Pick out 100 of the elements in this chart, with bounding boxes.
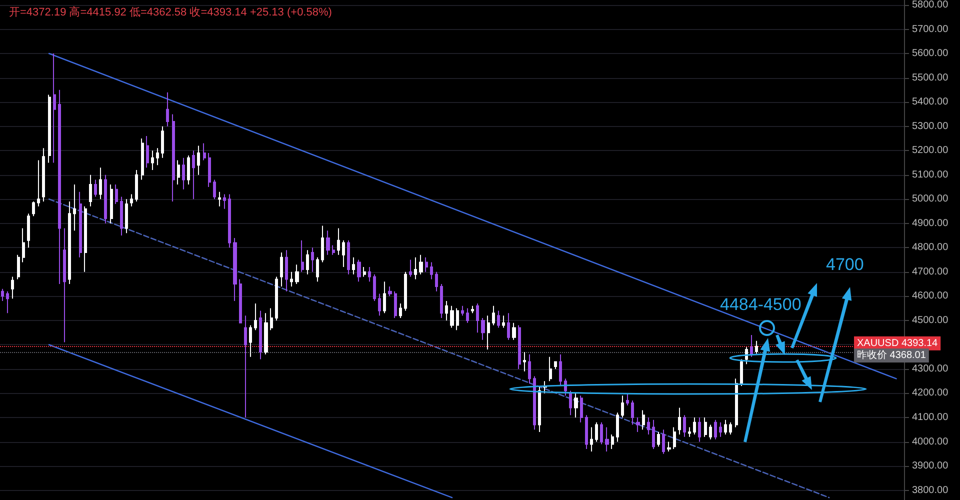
candlestick (414, 256, 417, 280)
candlestick (285, 250, 288, 292)
candlestick (110, 184, 113, 224)
candlestick (673, 426, 676, 450)
candlestick (621, 395, 624, 418)
candlestick (569, 390, 572, 416)
candlestick (321, 225, 324, 263)
y-tick-label: 5400.00 (912, 96, 949, 108)
candlestick (192, 150, 195, 200)
candlestick (187, 154, 190, 186)
candlestick (68, 201, 71, 285)
candlestick (554, 361, 557, 370)
candlestick (740, 358, 743, 386)
candlestick (84, 206, 87, 272)
candlestick (337, 228, 340, 256)
candlestick (512, 322, 516, 340)
candlestick (378, 293, 381, 316)
ref-line-label: 昨收价 4368.01 (857, 348, 926, 361)
candlestick (166, 92, 169, 127)
candlestick (156, 148, 159, 166)
candlestick (430, 262, 433, 280)
candlestick (600, 422, 603, 445)
candlestick (497, 310, 500, 328)
candlestick (290, 271, 293, 287)
y-tick-label: 4700.00 (912, 266, 949, 278)
annotation: 4484-4500 (720, 295, 802, 314)
candlestick (698, 417, 701, 442)
candlestick (419, 254, 423, 275)
candlestick (342, 240, 345, 268)
candlestick (208, 152, 211, 188)
candlestick (259, 310, 262, 360)
candlestick (63, 228, 66, 343)
candlestick (425, 256, 428, 272)
candlestick (487, 315, 490, 350)
candlestick (368, 266, 371, 282)
candlestick (471, 305, 474, 314)
candlestick (130, 194, 133, 207)
candlestick (104, 174, 107, 224)
candlestick (647, 417, 650, 435)
candlestick (652, 419, 655, 450)
candlestick (161, 126, 164, 158)
candlestick (141, 138, 144, 180)
candlestick (115, 184, 118, 204)
y-tick-label: 4800.00 (912, 242, 949, 254)
candlestick (450, 305, 454, 328)
candlestick (197, 145, 200, 176)
candlestick (17, 254, 20, 280)
candlestick (399, 302, 402, 319)
candlestick (693, 417, 696, 435)
candlestick (275, 276, 278, 321)
candlestick (264, 312, 268, 355)
candlestick (53, 53, 56, 164)
candlestick (642, 410, 645, 430)
candlestick (347, 240, 350, 275)
candlestick (182, 157, 185, 190)
candlestick (352, 256, 355, 275)
candlestick (626, 392, 629, 406)
candlestick (683, 414, 686, 438)
candlestick (523, 351, 526, 372)
candlestick (213, 179, 216, 200)
candlestick (177, 160, 180, 186)
candlestick (99, 167, 102, 200)
candlestick (326, 230, 330, 256)
candlestick (688, 426, 691, 438)
candlestick (89, 174, 92, 207)
candlestick (254, 302, 257, 331)
candlestick (79, 191, 82, 258)
candlestick (373, 274, 376, 302)
candlestick (125, 198, 128, 234)
candlestick (605, 426, 609, 452)
candlestick (301, 240, 304, 272)
candlestick (755, 340, 758, 354)
y-tick-label: 4100.00 (912, 412, 949, 423)
candlestick (631, 400, 634, 426)
candlestick (135, 170, 138, 202)
candlestick (94, 179, 97, 198)
candlestick (37, 160, 40, 207)
candlestick (32, 201, 35, 217)
candlestick (667, 441, 671, 452)
y-tick-label: 4000.00 (912, 436, 949, 448)
y-tick-label: 5800.00 (912, 0, 949, 10)
y-tick-label: 3900.00 (912, 460, 949, 472)
candlestick (445, 300, 448, 321)
candlestick (704, 417, 707, 438)
y-tick-label: 4300.00 (912, 363, 949, 374)
candlestick (306, 250, 309, 275)
candlestick (228, 194, 231, 248)
candlestick (22, 228, 25, 263)
candlestick (1, 288, 4, 302)
candlestick (295, 264, 299, 285)
candlestick (440, 284, 443, 319)
candlestick (73, 184, 76, 232)
candlestick (492, 305, 495, 326)
candlestick (502, 315, 505, 328)
annotation: 4700 (826, 255, 864, 274)
candlestick (244, 315, 247, 418)
candlestick (538, 385, 541, 433)
candlestick (719, 422, 722, 438)
candlestick (239, 278, 242, 324)
y-tick-label: 5000.00 (912, 194, 949, 205)
